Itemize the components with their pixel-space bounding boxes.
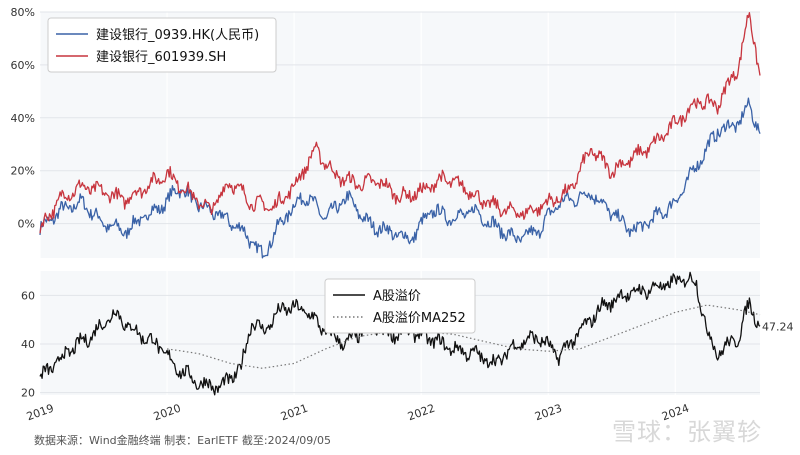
bottom-series-line-1 (166, 304, 761, 369)
bottom-ytick-label: 20 (21, 387, 35, 400)
xtick-label: 2021 (279, 402, 310, 424)
bottom-legend: A股溢价 A股溢价MA252 (324, 278, 476, 334)
bottom-ytick-label: 60 (21, 289, 35, 302)
watermark: 雪球：张翼轸 (612, 418, 762, 446)
bottom-legend-label: A股溢价MA252 (373, 311, 466, 326)
top-ytick-label: 60% (11, 59, 35, 72)
top-series-line-0 (39, 97, 761, 259)
bottom-legend-label: A股溢价 (373, 289, 421, 304)
top-legend: 建设银行_0939.HK(人民币) 建设银行_601939.SH (47, 17, 277, 73)
top-ytick-label: 20% (11, 165, 35, 178)
bottom-ytick-label: 40 (21, 338, 35, 351)
source-footnote: 数据来源：Wind金融终端 制表：EarlETF 截至:2024/09/05 (34, 434, 332, 447)
xtick-label: 2019 (25, 402, 56, 424)
top-legend-box (47, 17, 277, 73)
top-legend-label: 建设银行_0939.HK(人民币) (96, 28, 259, 43)
top-ytick-label: 80% (11, 6, 35, 19)
xtick-label: 2023 (533, 402, 564, 424)
end-value-label: 47.24 (762, 320, 794, 333)
top-legend-label: 建设银行_601939.SH (96, 50, 226, 65)
bottom-legend-box (324, 278, 476, 334)
xtick-label: 2020 (152, 402, 183, 424)
top-ytick-label: 40% (11, 112, 35, 125)
xtick-label: 2022 (406, 402, 437, 424)
top-ytick-label: 0% (18, 218, 35, 231)
top-series-line-1 (39, 12, 761, 234)
